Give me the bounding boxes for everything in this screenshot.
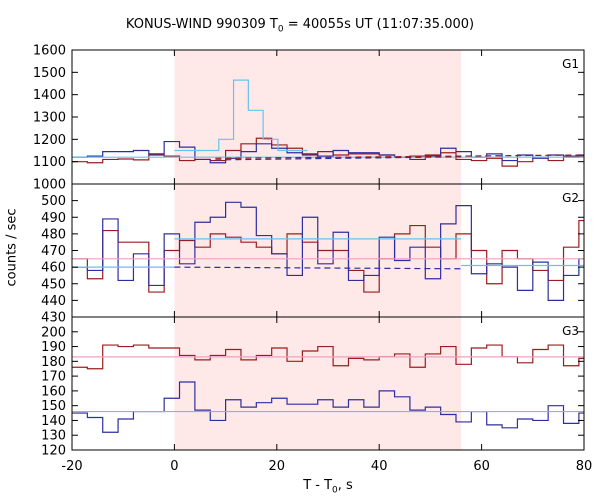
x-tick-label: -20: [61, 459, 82, 474]
panel-g1-series-2: [72, 140, 584, 164]
panel-g3-ytick-label: 190: [41, 340, 66, 355]
panel-g1-series-3: [174, 79, 308, 152]
panel-g1-ytick-label: 1300: [33, 111, 66, 126]
panel-g3-ytick-label: 140: [41, 414, 66, 429]
x-tick-label: 20: [269, 459, 286, 474]
panel-g2-ytick-label: 440: [41, 294, 66, 309]
panel-g2-series-7: [174, 266, 462, 270]
panel-g3-frame: [71, 316, 585, 451]
panel-g3-ytick-label: 130: [41, 429, 66, 444]
panel-g1-ytick-label: 1400: [33, 88, 66, 103]
panel-g2-ytick-label: 430: [41, 311, 66, 326]
x-axis-label: T - T0, s: [303, 478, 353, 496]
x-tick-label: 60: [473, 459, 490, 474]
panel-g3-ytick-label: 160: [41, 384, 66, 399]
panel-g1-ytick-label: 1100: [33, 155, 66, 170]
panel-g1-label: G1: [562, 57, 579, 71]
panel-g3-ytick-label: 200: [41, 325, 66, 340]
x-tick-label: 40: [371, 459, 388, 474]
panel-g3-label: G3: [562, 324, 579, 338]
x-tick-label: 0: [170, 459, 178, 474]
panel-g1-ytick-label: 1000: [33, 178, 66, 193]
panel-g3-ytick-label: 150: [41, 399, 66, 414]
panel-g2-ytick-label: 450: [41, 277, 66, 292]
chart-title: KONUS-WIND 990309 T0 = 40055s UT (11:07:…: [125, 17, 475, 35]
panel-g2-ytick-label: 480: [41, 227, 66, 242]
panel-g2-ytick-label: 490: [41, 211, 66, 226]
panel-g1-ytick-label: 1200: [33, 133, 66, 148]
panel-g1-series-6: [215, 154, 585, 159]
panel-g1-ytick-label: 1600: [33, 44, 66, 59]
panel-g3-series-2: [72, 381, 584, 433]
panel-g3-ytick-label: 180: [41, 355, 66, 370]
panel-g1-series-5: [215, 156, 462, 161]
panel-g2-ytick-label: 470: [41, 244, 66, 259]
panel-g2-ytick-label: 460: [41, 261, 66, 276]
panel-g2-ytick-label: 500: [41, 194, 66, 209]
x-tick-label: 80: [576, 459, 593, 474]
panel-g3-ytick-label: 170: [41, 370, 66, 385]
panel-g2-label: G2: [562, 191, 579, 205]
panel-g3-ytick-label: 120: [41, 444, 66, 459]
panel-g1-ytick-label: 1500: [33, 66, 66, 81]
y-axis-label: counts / sec: [4, 208, 20, 287]
panel-g2-series-2: [72, 201, 584, 301]
